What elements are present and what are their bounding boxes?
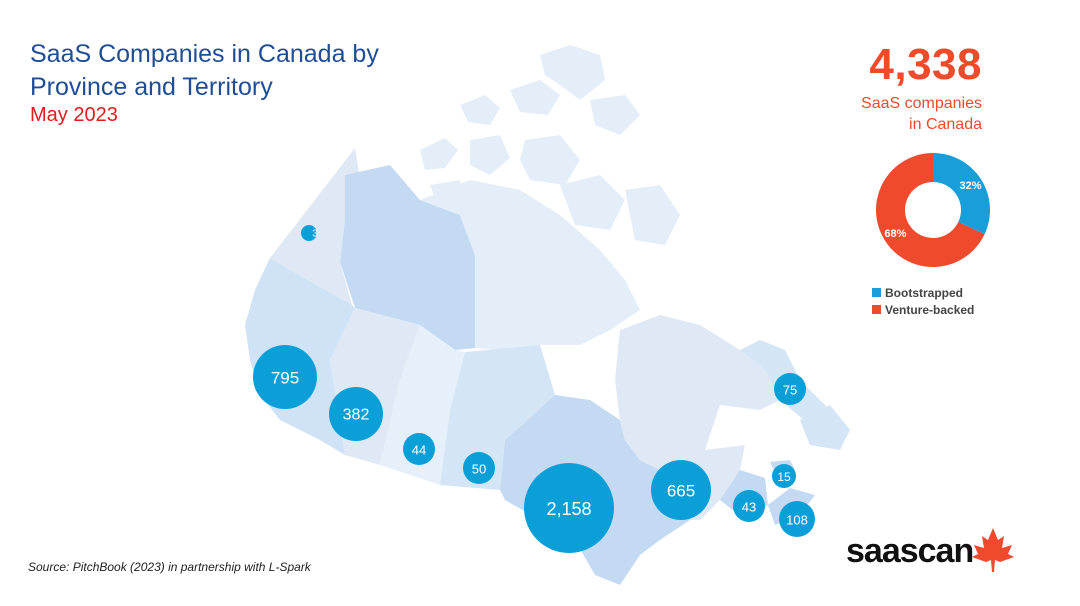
bubble-quebec: 665 <box>651 460 711 520</box>
region-newfoundland <box>800 405 850 450</box>
bubble-label: 665 <box>667 482 695 501</box>
bubble-nova-scotia: 108 <box>779 501 815 537</box>
donut-legend: Bootstrapped Venture-backed <box>872 284 974 318</box>
bubble-circle <box>651 460 711 520</box>
bubble-manitoba: 50 <box>463 452 495 484</box>
bubble-label: 75 <box>783 383 797 398</box>
bubble-label: 382 <box>343 407 370 424</box>
bubble-label: 50 <box>472 462 486 477</box>
legend-swatch-venture-backed <box>872 305 881 314</box>
region-quebec <box>615 315 780 520</box>
bubble-saskatchewan: 44 <box>403 433 435 465</box>
bubble-circle <box>779 501 815 537</box>
bubble-new-brunswick: 43 <box>733 490 765 522</box>
bubble-circle <box>329 387 383 441</box>
bubble-circle <box>772 464 796 488</box>
legend-label-bootstrapped: Bootstrapped <box>885 285 963 300</box>
bubble-circle <box>463 452 495 484</box>
bubble-circle <box>253 345 317 409</box>
bubble-circle <box>733 490 765 522</box>
bubble-circle <box>403 433 435 465</box>
bubble-label: 44 <box>412 443 426 458</box>
total-label: SaaS companies in Canada <box>820 93 982 135</box>
legend-item-venture-backed: Venture-backed <box>872 301 974 318</box>
region-northwest-territories <box>340 165 475 350</box>
region-manitoba <box>440 345 555 490</box>
region-nunavut <box>420 180 640 350</box>
bubble-british-columbia: 795 <box>253 345 317 409</box>
total-label-line-1: SaaS companies <box>861 95 982 112</box>
bubble-label: 795 <box>271 369 299 388</box>
page-title: SaaS Companies in Canada by Province and… <box>30 38 379 104</box>
title-line-1: SaaS Companies in Canada by <box>30 40 379 68</box>
bubble-yukon: 3 <box>301 225 318 241</box>
arctic-islands <box>420 45 680 245</box>
legend-swatch-bootstrapped <box>872 288 881 297</box>
bubble-circle <box>301 225 317 241</box>
bubble-circle <box>774 373 806 405</box>
bubble-label: 2,158 <box>546 499 591 519</box>
region-yukon <box>270 148 362 305</box>
region-saskatchewan <box>380 325 465 485</box>
bubble-circle <box>524 463 614 553</box>
logo-text-can: can <box>917 532 975 570</box>
logo-text-saas: saas <box>846 532 919 570</box>
legend-label-venture-backed: Venture-backed <box>885 302 975 317</box>
bubble-ontario: 2,158 <box>524 463 614 553</box>
bubble-alberta: 382 <box>329 387 383 441</box>
total-count: 4,338 <box>869 40 982 89</box>
title-line-2: Province and Territory <box>30 73 273 101</box>
bubble-label: 108 <box>786 513 808 528</box>
saascan-logo: saascan <box>846 532 975 571</box>
source-note: Source: PitchBook (2023) in partnership … <box>28 560 311 574</box>
bubble-newfoundland: 75 <box>774 373 806 405</box>
page-date: May 2023 <box>30 104 118 126</box>
legend-item-bootstrapped: Bootstrapped <box>872 284 974 301</box>
bubble-pei: 15 <box>772 464 796 488</box>
bubble-label: 15 <box>777 470 791 484</box>
bubble-label: 43 <box>742 500 756 515</box>
bubble-label: 3 <box>312 229 318 240</box>
total-label-line-2: in Canada <box>909 116 982 133</box>
